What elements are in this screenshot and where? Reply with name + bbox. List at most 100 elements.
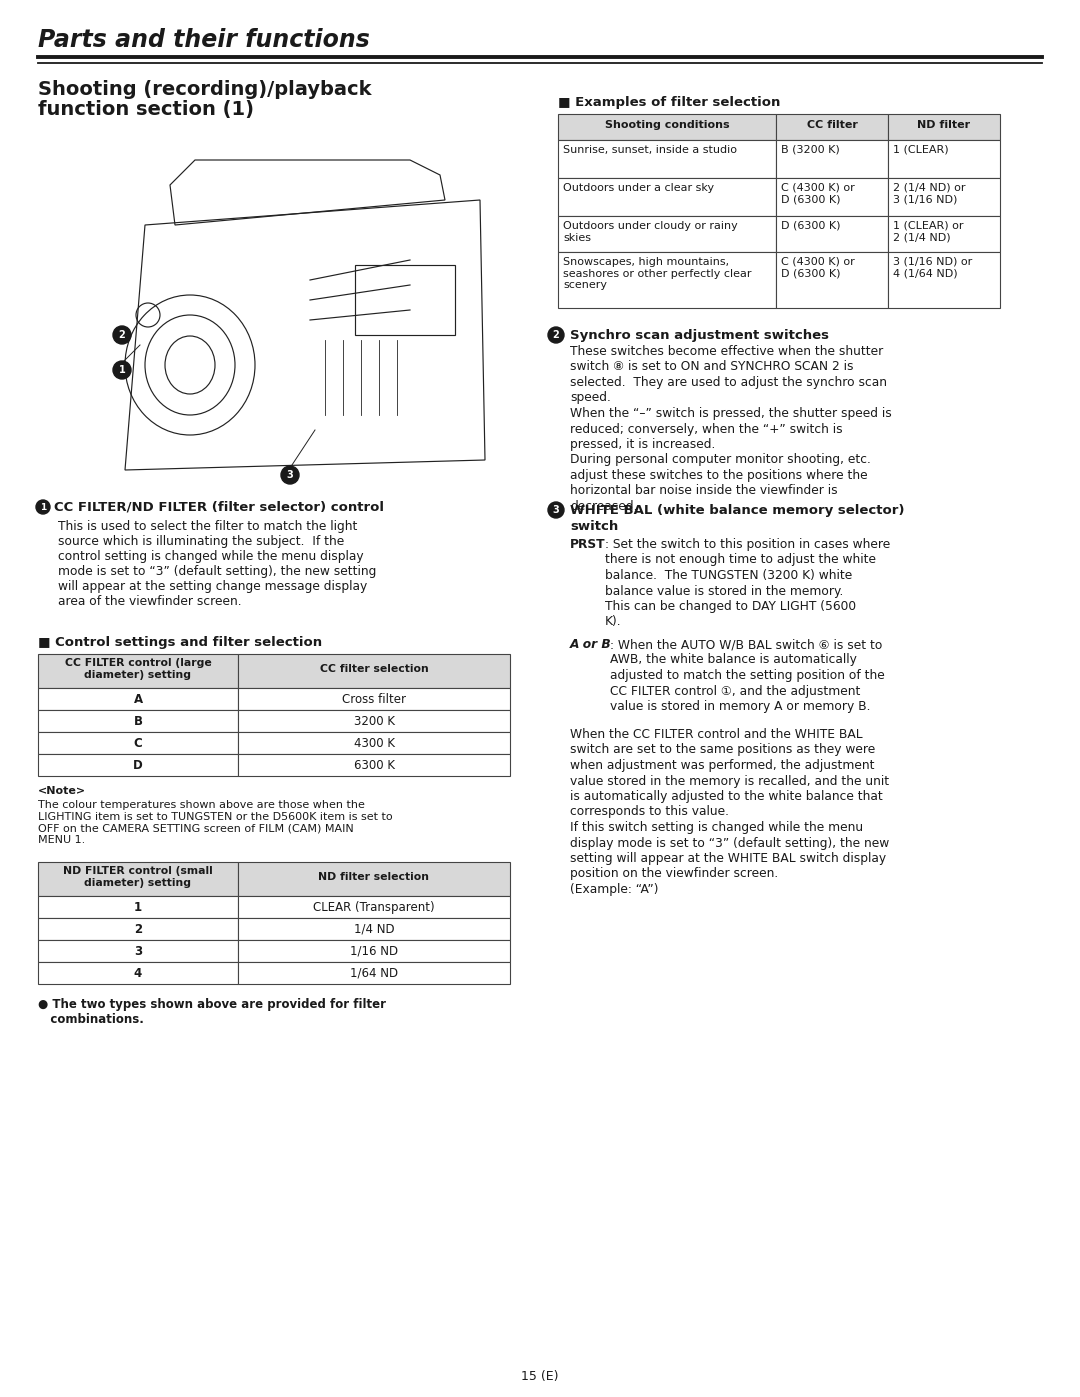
Text: Sunrise, sunset, inside a studio: Sunrise, sunset, inside a studio [563,145,737,155]
Circle shape [113,326,131,344]
Bar [238,754,510,775]
Text: <Note>: <Note> [38,787,86,796]
Text: ● The two types shown above are provided for filter
   combinations.: ● The two types shown above are provided… [38,997,386,1025]
Text: ND filter selection: ND filter selection [319,872,430,882]
Text: ■ Examples of filter selection: ■ Examples of filter selection [558,96,781,109]
Text: B: B [134,715,143,728]
Bar [38,687,238,710]
Text: C (4300 K) or
D (6300 K): C (4300 K) or D (6300 K) [781,257,854,278]
Text: : Set the switch to this position in cases where
there is not enough time to adj: : Set the switch to this position in cas… [605,538,890,629]
Text: A or B: A or B [570,638,611,651]
Bar [238,895,510,918]
Text: : When the AUTO W/B BAL switch ⑥ is set to
AWB, the white balance is automatical: : When the AUTO W/B BAL switch ⑥ is set … [610,638,885,712]
Text: 1 (CLEAR): 1 (CLEAR) [893,145,948,155]
Text: Parts and their functions: Parts and their functions [38,28,369,52]
Bar [558,251,777,307]
Bar [238,710,510,732]
Text: 2: 2 [134,923,143,936]
Text: 3 (1/16 ND) or
4 (1/64 ND): 3 (1/16 ND) or 4 (1/64 ND) [893,257,972,278]
Bar [888,115,1000,140]
Text: 4300 K: 4300 K [353,738,394,750]
Bar [558,115,777,140]
Text: CC FILTER/ND FILTER (filter selector) control: CC FILTER/ND FILTER (filter selector) co… [54,502,384,514]
Text: 1: 1 [134,901,143,914]
Bar [238,862,510,895]
Text: 1/4 ND: 1/4 ND [353,923,394,936]
Text: 1/16 ND: 1/16 ND [350,944,399,958]
Bar [777,177,888,217]
Bar [355,265,455,335]
Text: Shooting (recording)/playback: Shooting (recording)/playback [38,80,372,99]
Bar [38,710,238,732]
Text: D: D [133,759,143,773]
Text: 3: 3 [553,504,559,515]
Bar [238,963,510,983]
Text: When the CC FILTER control and the WHITE BAL
switch are set to the same position: When the CC FILTER control and the WHITE… [570,728,889,895]
Text: 1/64 ND: 1/64 ND [350,967,399,981]
Bar [777,217,888,251]
Text: 3: 3 [286,469,294,481]
Bar [888,217,1000,251]
Circle shape [548,327,564,344]
Text: Cross filter: Cross filter [342,693,406,705]
Text: CC filter selection: CC filter selection [320,664,429,673]
Text: CC filter: CC filter [807,120,858,130]
Text: Snowscapes, high mountains,
seashores or other perfectly clear
scenery: Snowscapes, high mountains, seashores or… [563,257,752,291]
Text: 1 (CLEAR) or
2 (1/4 ND): 1 (CLEAR) or 2 (1/4 ND) [893,221,963,243]
Bar [888,177,1000,217]
Text: A: A [134,693,143,705]
Bar [38,754,238,775]
Text: function section (1): function section (1) [38,101,254,119]
Text: The colour temperatures shown above are those when the
LIGHTING item is set to T: The colour temperatures shown above are … [38,800,393,845]
Text: These switches become effective when the shutter
switch ⑧ is set to ON and SYNCH: These switches become effective when the… [570,345,892,513]
Bar [238,918,510,940]
Text: C (4300 K) or
D (6300 K): C (4300 K) or D (6300 K) [781,183,854,204]
Bar [38,862,238,895]
Text: PRST: PRST [570,538,606,550]
Text: ND FILTER control (small
diameter) setting: ND FILTER control (small diameter) setti… [63,866,213,888]
Text: ■ Control settings and filter selection: ■ Control settings and filter selection [38,636,322,650]
Text: CC FILTER control (large
diameter) setting: CC FILTER control (large diameter) setti… [65,658,212,680]
Text: Outdoors under a clear sky: Outdoors under a clear sky [563,183,714,193]
Text: 2: 2 [553,330,559,339]
Text: 4: 4 [134,967,143,981]
Bar [238,687,510,710]
Text: 6300 K: 6300 K [353,759,394,773]
Text: Shooting conditions: Shooting conditions [605,120,729,130]
Text: 3: 3 [134,944,143,958]
Text: 1: 1 [40,503,46,511]
Bar [558,177,777,217]
Bar [777,115,888,140]
Bar [558,140,777,177]
Text: B (3200 K): B (3200 K) [781,145,840,155]
Text: switch: switch [570,520,618,534]
Text: 2: 2 [119,330,125,339]
Bar [888,251,1000,307]
Bar [238,654,510,687]
Text: 2 (1/4 ND) or
3 (1/16 ND): 2 (1/4 ND) or 3 (1/16 ND) [893,183,966,204]
Bar [888,140,1000,177]
Circle shape [281,467,299,483]
Text: 3200 K: 3200 K [353,715,394,728]
Text: D (6300 K): D (6300 K) [781,221,840,231]
Circle shape [113,360,131,379]
Text: 15 (E): 15 (E) [522,1370,558,1383]
Bar [38,963,238,983]
Text: CLEAR (Transparent): CLEAR (Transparent) [313,901,435,914]
Bar [238,940,510,963]
Text: WHITE BAL (white balance memory selector): WHITE BAL (white balance memory selector… [570,504,905,517]
Text: Synchro scan adjustment switches: Synchro scan adjustment switches [570,330,829,342]
Bar [38,940,238,963]
Text: 1: 1 [119,365,125,374]
Bar [38,654,238,687]
Circle shape [36,500,50,514]
Text: C: C [134,738,143,750]
Bar [38,918,238,940]
Circle shape [548,502,564,518]
Bar [238,732,510,754]
Bar [777,140,888,177]
Text: ND filter: ND filter [917,120,971,130]
Bar [38,895,238,918]
Bar [558,217,777,251]
Bar [777,251,888,307]
